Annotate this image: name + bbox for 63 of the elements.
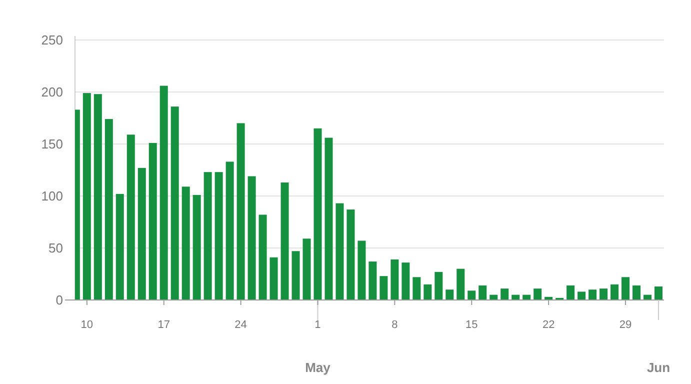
y-tick-label: 200 [41, 84, 63, 100]
bar [424, 284, 432, 300]
bar [280, 182, 289, 300]
bar [258, 214, 267, 300]
bar [500, 288, 509, 300]
bar [654, 286, 663, 300]
bar [248, 176, 256, 300]
bar [116, 194, 124, 300]
bar [204, 172, 212, 300]
y-tick-label: 150 [41, 136, 63, 152]
bar [82, 93, 91, 300]
x-tick-label: 22 [542, 319, 555, 331]
y-tick-label: 250 [41, 32, 63, 48]
bar [380, 276, 388, 300]
bar [390, 259, 399, 300]
x-tick-label: 8 [392, 319, 398, 331]
bar [358, 240, 366, 300]
bar [412, 277, 421, 300]
bar [126, 134, 135, 300]
bar [468, 290, 476, 300]
bar [346, 210, 355, 300]
bar [632, 285, 641, 300]
bar [214, 172, 223, 300]
x2-tick-label: Jun [646, 360, 670, 375]
bar [368, 262, 377, 300]
bar [324, 138, 333, 300]
bar [478, 285, 487, 300]
y-tick-label: 50 [48, 240, 63, 256]
bar [104, 119, 113, 300]
bar [94, 94, 102, 300]
bar [182, 186, 190, 300]
bar [566, 285, 575, 300]
x-tick-label: 17 [158, 319, 170, 331]
bar [192, 194, 201, 300]
bar [170, 106, 179, 300]
bar [622, 277, 630, 300]
bar [148, 142, 157, 300]
bar [302, 238, 311, 300]
bar [456, 268, 465, 300]
x-tick-label: 1 [314, 319, 321, 331]
bar [226, 162, 234, 300]
bar [402, 262, 410, 300]
x-tick-label: 29 [619, 319, 632, 331]
bar [270, 257, 278, 300]
bar [138, 168, 146, 300]
x-tick-label: 15 [466, 319, 478, 331]
bar [434, 272, 443, 300]
bar [446, 290, 454, 300]
bar [578, 292, 586, 300]
y-tick-label: 100 [41, 188, 63, 204]
x-tick-label: 24 [234, 319, 247, 331]
bar [600, 288, 608, 300]
bar [314, 128, 322, 300]
x2-tick-label: May [305, 360, 332, 375]
bar [610, 284, 619, 300]
bar [534, 288, 542, 300]
bar [336, 203, 344, 300]
bar [588, 290, 597, 300]
bar [292, 251, 300, 300]
bar [236, 123, 245, 300]
y-tick-label: 0 [56, 292, 63, 308]
x-tick-label: 10 [80, 319, 94, 331]
bar [160, 86, 168, 300]
